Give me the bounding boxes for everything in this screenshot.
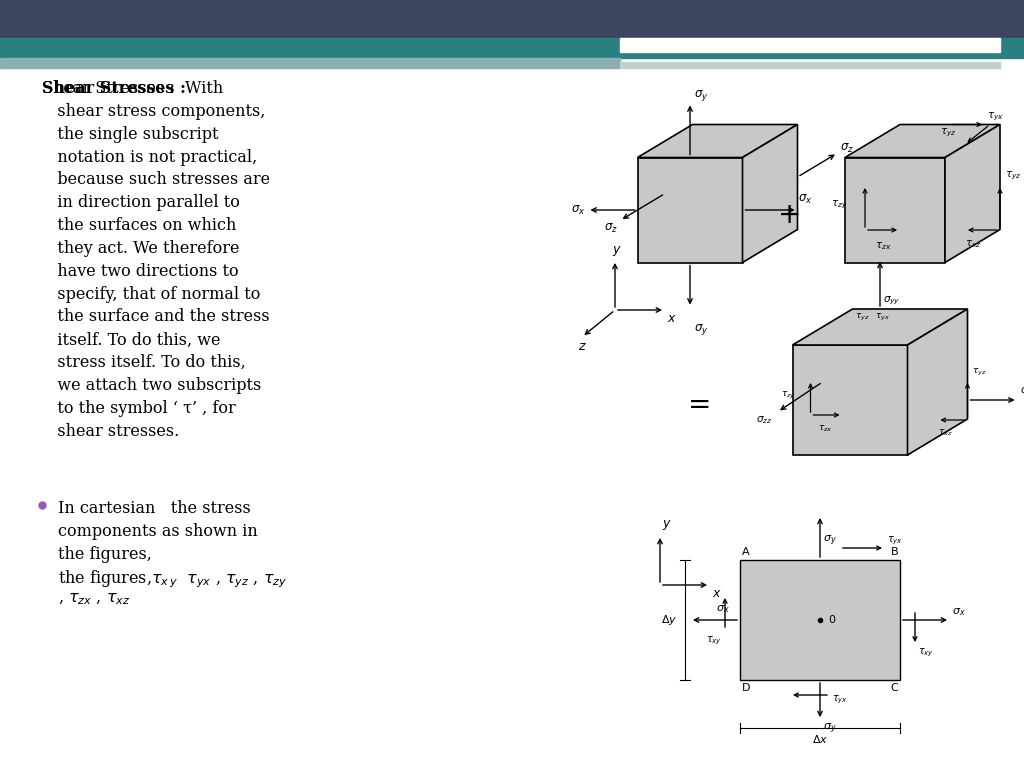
Text: +: + xyxy=(778,201,802,229)
Bar xyxy=(620,62,1000,68)
Text: $\sigma_{yy}$: $\sigma_{yy}$ xyxy=(883,295,900,307)
Text: C: C xyxy=(890,683,898,693)
Text: $\sigma_y$: $\sigma_y$ xyxy=(694,322,709,337)
Text: $\tau_{yz}$: $\tau_{yz}$ xyxy=(1005,170,1022,182)
Text: $\tau_{yx}$: $\tau_{yx}$ xyxy=(887,535,903,547)
Polygon shape xyxy=(638,157,742,263)
Text: the figures,$\tau_{x\,y}$  $\tau_{yx}$ , $\tau_{yz}$ , $\tau_{zy}$: the figures,$\tau_{x\,y}$ $\tau_{yx}$ , … xyxy=(58,568,288,590)
Polygon shape xyxy=(945,124,1000,263)
Text: $\tau_{zx}$: $\tau_{zx}$ xyxy=(817,424,833,435)
Text: x: x xyxy=(667,312,675,325)
Text: $\tau_{yx}$: $\tau_{yx}$ xyxy=(874,312,890,323)
Text: A: A xyxy=(742,547,750,557)
Text: $\tau_{xz}$: $\tau_{xz}$ xyxy=(965,238,981,250)
Text: $\tau_{yx}$: $\tau_{yx}$ xyxy=(831,694,848,707)
Text: z: z xyxy=(578,340,585,353)
Text: In cartesian   the stress
components as shown in
the figures,: In cartesian the stress components as sh… xyxy=(58,500,258,563)
Text: $\sigma_y$: $\sigma_y$ xyxy=(823,722,837,737)
Text: , $\tau_{zx}$ , $\tau_{xz}$: , $\tau_{zx}$ , $\tau_{xz}$ xyxy=(58,590,130,607)
Text: $\sigma_z$: $\sigma_z$ xyxy=(604,221,618,234)
Text: y: y xyxy=(612,243,620,256)
Text: $\sigma_x$: $\sigma_x$ xyxy=(952,606,966,618)
Text: $\sigma_{zz}$: $\sigma_{zz}$ xyxy=(756,414,772,425)
Polygon shape xyxy=(845,124,1000,157)
Text: $\sigma_x$: $\sigma_x$ xyxy=(571,204,586,217)
Text: $\tau_{zy}$: $\tau_{zy}$ xyxy=(781,389,796,401)
Polygon shape xyxy=(845,157,945,263)
Text: $\sigma_x$: $\sigma_x$ xyxy=(717,603,730,615)
Polygon shape xyxy=(742,124,798,263)
Polygon shape xyxy=(793,309,968,345)
Text: 0: 0 xyxy=(828,615,835,625)
Bar xyxy=(740,560,900,680)
Text: $\sigma_y$: $\sigma_y$ xyxy=(694,88,709,103)
Text: $\tau_{zy}$: $\tau_{zy}$ xyxy=(830,199,847,211)
Text: x: x xyxy=(712,587,720,600)
Bar xyxy=(0,38,1024,58)
Text: $\tau_{yz}$: $\tau_{yz}$ xyxy=(940,126,956,139)
Bar xyxy=(0,58,620,68)
Polygon shape xyxy=(907,309,968,455)
Polygon shape xyxy=(793,345,907,455)
Polygon shape xyxy=(638,124,798,157)
Text: y: y xyxy=(662,517,670,530)
Text: Shear Stresses :  With
   shear stress components,
   the single subscript
   no: Shear Stresses : With shear stress compo… xyxy=(42,80,270,440)
Text: D: D xyxy=(742,683,751,693)
Text: $\sigma_z$: $\sigma_z$ xyxy=(840,142,853,155)
Text: =: = xyxy=(688,391,712,419)
Text: $\tau_{xy}$: $\tau_{xy}$ xyxy=(706,635,722,647)
Text: $\tau_{yz}$: $\tau_{yz}$ xyxy=(855,312,869,323)
Text: $\tau_{xz}$: $\tau_{xz}$ xyxy=(938,428,952,439)
Text: $\tau_{yx}$: $\tau_{yx}$ xyxy=(987,110,1004,123)
Text: $\Delta y$: $\Delta y$ xyxy=(660,613,677,627)
Text: $\tau_{zx}$: $\tau_{zx}$ xyxy=(874,240,892,252)
Text: Shear Stresses :: Shear Stresses : xyxy=(42,80,186,97)
Text: $\sigma_{xx}$: $\sigma_{xx}$ xyxy=(1020,386,1024,397)
Bar xyxy=(0,0,1024,38)
Text: $\sigma_x$: $\sigma_x$ xyxy=(798,193,812,206)
Text: $\sigma_y$: $\sigma_y$ xyxy=(823,534,837,548)
Text: $\Delta x$: $\Delta x$ xyxy=(812,733,828,745)
Text: $\tau_{yz}$: $\tau_{yz}$ xyxy=(973,367,987,378)
Bar xyxy=(620,38,1000,52)
Text: $\tau_{xy}$: $\tau_{xy}$ xyxy=(918,647,934,660)
Text: B: B xyxy=(891,547,898,557)
